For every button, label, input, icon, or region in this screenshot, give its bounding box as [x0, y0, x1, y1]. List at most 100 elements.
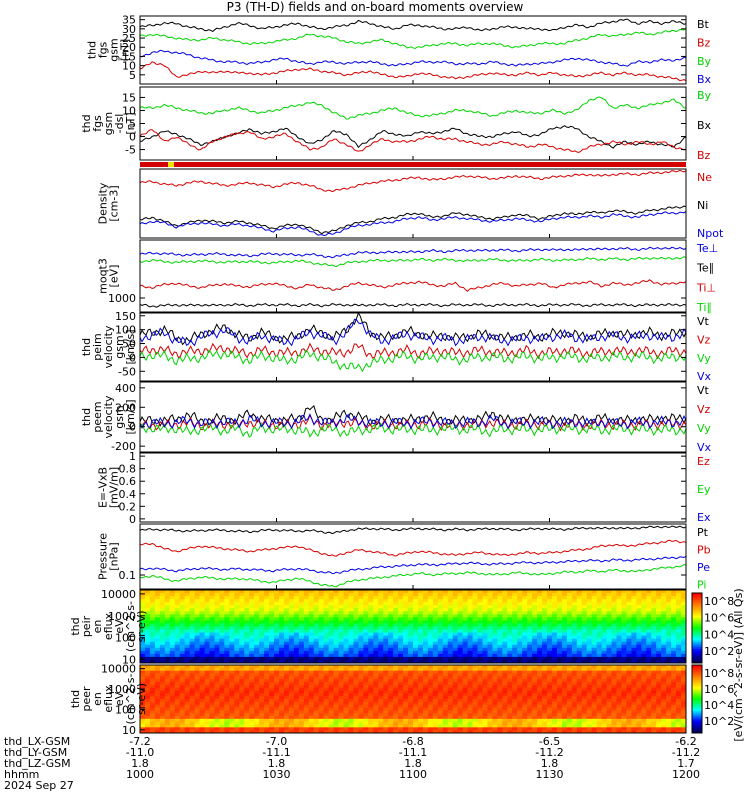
- x-axis-tick-label: 1.7: [677, 757, 695, 770]
- y-tick-label: 100: [115, 703, 136, 716]
- y-tick-label: 10000: [101, 663, 136, 676]
- x-axis-tick-label: -7.0: [266, 735, 287, 748]
- series-line-fgs-1: [139, 61, 687, 82]
- y-axis-label-line: [nT]: [119, 39, 132, 61]
- y-axis-label-line: peim: [91, 333, 104, 361]
- series-line-temperature-2: [139, 279, 687, 292]
- y-tick-label: 100: [115, 632, 136, 645]
- series-line-temperature-3: [139, 256, 687, 268]
- y-axis-label-line: velocity: [102, 395, 115, 438]
- y-tick-label: 15: [122, 91, 136, 104]
- figure-title: P3 (TH-D) fields and on-board moments ov…: [226, 0, 524, 14]
- series-line-pressure-2: [139, 555, 687, 575]
- colorbar-label: [eV/(cm^2-s-sr-eV)] (All Qs): [732, 588, 745, 741]
- x-axis-group: thd_LX-GSM -7.2 -7.0 -6.8 -6.5 -6.2 thd_LY-GSM…: [4, 735, 700, 792]
- y-tick-label: 10: [122, 654, 136, 667]
- x-axis-row-label: thd_LX-GSM: [4, 735, 70, 748]
- y-axis-label-line: gsm: [108, 38, 121, 61]
- y-axis-label-line: en: [91, 692, 104, 706]
- colorbar-tick-label: 10^8: [704, 667, 734, 680]
- legend-entry: Pe: [697, 561, 710, 574]
- y-tick-label: 10: [122, 724, 136, 737]
- series-line-peem-velocity-3: [139, 413, 687, 430]
- y-tick-label: 1000: [108, 292, 136, 305]
- y-tick-label: 5: [129, 118, 136, 131]
- y-tick-label: 30: [122, 23, 136, 36]
- y-axis-label-line: gsm: [102, 112, 115, 135]
- y-axis-label-line: thd: [86, 41, 99, 59]
- legend-entry: Vy: [697, 352, 711, 365]
- legend-entry: Pb: [697, 543, 711, 556]
- panel-frame: [139, 239, 687, 313]
- y-axis-label-line: Density: [97, 182, 110, 224]
- colorbar-tick-label: 10^2: [704, 715, 734, 728]
- colorbar-tick-label: 10^6: [704, 683, 734, 696]
- y-tick-label: 1000: [108, 683, 136, 696]
- y-axis-label-line: eV: [113, 619, 126, 634]
- y-tick-label: -50: [118, 365, 136, 378]
- x-axis-tick-label: 1.8: [541, 757, 559, 770]
- y-tick-label: 1000: [108, 610, 136, 623]
- y-axis-label-line: eflux: [102, 685, 115, 713]
- x-axis-tick-label: 1100: [399, 768, 427, 781]
- legend-entry: Vx: [697, 441, 712, 454]
- series-line-fgs-0: [139, 18, 687, 32]
- x-axis-tick-label: -11.2: [672, 746, 700, 759]
- legend-entry: Ex: [697, 511, 711, 524]
- legend-entry: Ti∥: [696, 301, 712, 314]
- y-tick-label: 20: [122, 41, 136, 54]
- legend-entry: Vt: [697, 384, 710, 397]
- colorbar-tick-label: 10^2: [704, 645, 734, 658]
- series-line-fgs-dsl-0: [139, 96, 687, 120]
- legend-entry: Bx: [697, 73, 712, 86]
- y-tick-label: 25: [122, 32, 136, 45]
- y-tick-label: 0: [129, 421, 136, 434]
- y-axis-label-line: eflux: [102, 612, 115, 640]
- legend-entry: Bz: [697, 149, 711, 162]
- legend-entry: Bx: [697, 119, 712, 132]
- labels-group: BtBzByBxthdfgsgsm[nT]ByBxBzthdfgsgsm-dsl…: [69, 18, 724, 724]
- x-axis-tick-label: 1130: [536, 768, 564, 781]
- y-axis-label-e-vxb: E=-VxB[mV/m]: [97, 467, 121, 508]
- x-axis-tick-label: -6.2: [675, 735, 696, 748]
- y-axis-label-line: (cm^2-s-: [124, 674, 137, 725]
- legend-entry: Ey: [697, 483, 711, 496]
- y-axis-label-temperature: moqt3[eV]: [97, 258, 121, 294]
- legend-entry: Vy: [697, 422, 711, 435]
- panel-pressure: 0.1: [119, 523, 687, 590]
- panel-frame: [139, 86, 687, 161]
- y-axis-label-line: velocity: [102, 325, 115, 368]
- series-line-fgs-2: [139, 28, 687, 50]
- y-tick-label: 0: [129, 513, 136, 526]
- colorbar-tick-label: 10^6: [704, 612, 734, 625]
- legend-entry: Ne: [697, 171, 712, 184]
- y-axis-label-line: thd: [80, 114, 93, 132]
- series-line-peem-velocity-2: [139, 422, 687, 438]
- series-line-peim-velocity-3: [139, 318, 687, 347]
- y-tick-label: 0.6: [119, 475, 137, 488]
- legend-entry: Pt: [697, 526, 709, 539]
- y-tick-label: -200: [111, 440, 136, 453]
- legend-entry: Vz: [697, 403, 711, 416]
- quality-status-bar: [140, 162, 686, 167]
- x-axis-date: 2024 Sep 27: [4, 779, 74, 792]
- y-axis-label-pressure: Pressure[nPa]: [97, 533, 121, 580]
- y-axis-label-line: [eV]: [108, 265, 121, 288]
- series-line-density-0: [139, 169, 687, 193]
- y-tick-label: 100: [115, 324, 136, 337]
- y-tick-label: 0.2: [119, 500, 137, 513]
- legend-entry: Ez: [697, 455, 710, 468]
- x-axis-tick-label: -11.1: [399, 746, 427, 759]
- x-axis-tick-label: 1.8: [404, 757, 422, 770]
- y-axis-label-density: Density[cm-3]: [97, 182, 121, 224]
- y-axis-label-line: gsm: [113, 335, 126, 358]
- y-axis-label-line: (cm^2-s-: [124, 601, 137, 652]
- y-tick-label: 0: [129, 131, 136, 144]
- series-line-density-1: [139, 205, 687, 235]
- y-tick-label: 0.1: [119, 569, 137, 582]
